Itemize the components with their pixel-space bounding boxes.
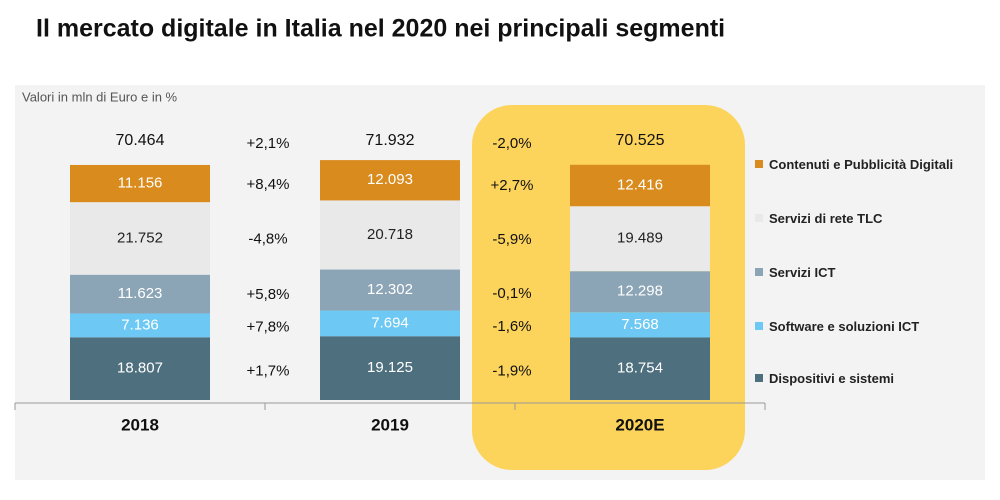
legend-swatch	[755, 160, 763, 168]
total-label: 70.464	[116, 132, 165, 149]
growth-label: +1,7%	[247, 362, 290, 379]
legend-entry: Contenuti e Pubblicità Digitali	[755, 156, 955, 173]
value-label: 11.623	[118, 285, 163, 302]
legend-label: Dispositivi e sistemi	[769, 371, 894, 386]
bar-segment	[320, 336, 460, 400]
legend-entry: Software e soluzioni ICT	[755, 318, 955, 335]
growth-label: -0,1%	[492, 285, 531, 302]
bar-segment	[320, 200, 460, 270]
growth-label: +5,8%	[247, 286, 290, 303]
x-tick-label: 2018	[121, 415, 159, 434]
value-label: 18.754	[617, 360, 663, 377]
legend-label: Software e soluzioni ICT	[769, 319, 920, 334]
bar-segment	[570, 164, 710, 207]
bar-segment	[320, 160, 460, 201]
legend-label: Servizi ICT	[769, 265, 836, 280]
value-label: 19.489	[617, 230, 663, 247]
bar-segment	[570, 271, 710, 313]
legend-entry: Servizi ICT	[755, 264, 955, 281]
growth-label: +2,7%	[491, 177, 534, 194]
legend-entry: Dispositivi e sistemi	[755, 370, 955, 387]
value-label: 12.302	[367, 281, 413, 298]
legend-swatch	[755, 322, 763, 330]
value-label: 7.136	[121, 316, 159, 333]
value-label: 11.156	[118, 175, 163, 192]
bar-segment	[320, 269, 460, 311]
legend-label: Servizi di rete TLC	[769, 211, 883, 226]
subtitle: Valori in mln di Euro e in %	[22, 89, 178, 104]
bar-segment	[70, 202, 210, 275]
total-label: 71.932	[366, 132, 415, 149]
value-label: 12.416	[617, 176, 663, 193]
bar-segment	[70, 313, 210, 338]
bar-segment	[320, 310, 460, 337]
value-label: 12.298	[617, 283, 663, 300]
legend-entry: Servizi di rete TLC	[755, 210, 955, 227]
total-growth-label: -2,0%	[492, 135, 531, 152]
legend-swatch	[755, 214, 763, 222]
legend-label: Contenuti e Pubblicità Digitali	[769, 157, 954, 172]
bar-segment	[70, 164, 210, 203]
growth-label: +7,8%	[247, 318, 290, 335]
value-label: 19.125	[367, 359, 413, 376]
value-label: 7.568	[621, 316, 659, 333]
total-label: 70.525	[616, 132, 665, 149]
growth-label: +8,4%	[247, 176, 290, 193]
value-label: 20.718	[367, 226, 413, 243]
growth-label: -1,9%	[492, 362, 531, 379]
bar-segment	[570, 206, 710, 272]
bar-segment	[70, 274, 210, 314]
bar-segment	[70, 337, 210, 400]
legend-swatch	[755, 374, 763, 382]
x-tick-label: 2019	[371, 415, 409, 434]
growth-label: -4,8%	[248, 231, 287, 248]
legend-swatch	[755, 268, 763, 276]
bar-segment	[570, 312, 710, 338]
x-tick-label: 2020E	[615, 415, 664, 434]
total-growth-label: +2,1%	[247, 135, 290, 152]
value-label: 18.807	[117, 360, 163, 377]
value-label: 12.093	[367, 171, 413, 188]
value-label: 7.694	[371, 314, 409, 331]
bar-segment	[570, 337, 710, 400]
value-label: 21.752	[117, 229, 163, 246]
growth-label: -5,9%	[492, 231, 531, 248]
chart-title: Il mercato digitale in Italia nel 2020 n…	[36, 15, 725, 43]
growth-label: -1,6%	[492, 318, 531, 335]
